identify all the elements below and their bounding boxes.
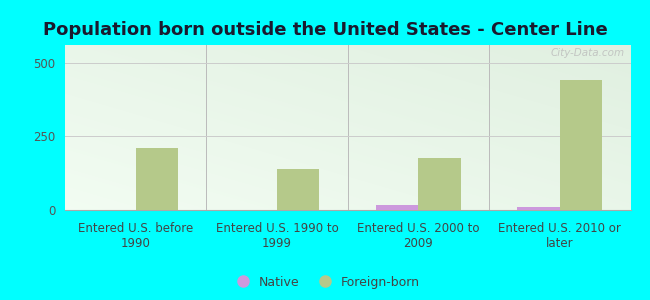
Legend: Native, Foreign-born: Native, Foreign-born <box>225 271 425 294</box>
Bar <box>560 80 602 210</box>
Text: Entered U.S. 2010 or
later: Entered U.S. 2010 or later <box>499 222 621 250</box>
Bar <box>419 158 461 210</box>
Bar <box>277 169 319 210</box>
Text: City-Data.com: City-Data.com <box>551 48 625 58</box>
Bar <box>136 148 178 210</box>
Bar <box>376 205 419 210</box>
Text: Entered U.S. before
1990: Entered U.S. before 1990 <box>78 222 193 250</box>
Bar <box>517 207 560 210</box>
Text: Population born outside the United States - Center Line: Population born outside the United State… <box>43 21 607 39</box>
Text: Entered U.S. 1990 to
1999: Entered U.S. 1990 to 1999 <box>216 222 339 250</box>
Text: Entered U.S. 2000 to
2009: Entered U.S. 2000 to 2009 <box>358 222 480 250</box>
